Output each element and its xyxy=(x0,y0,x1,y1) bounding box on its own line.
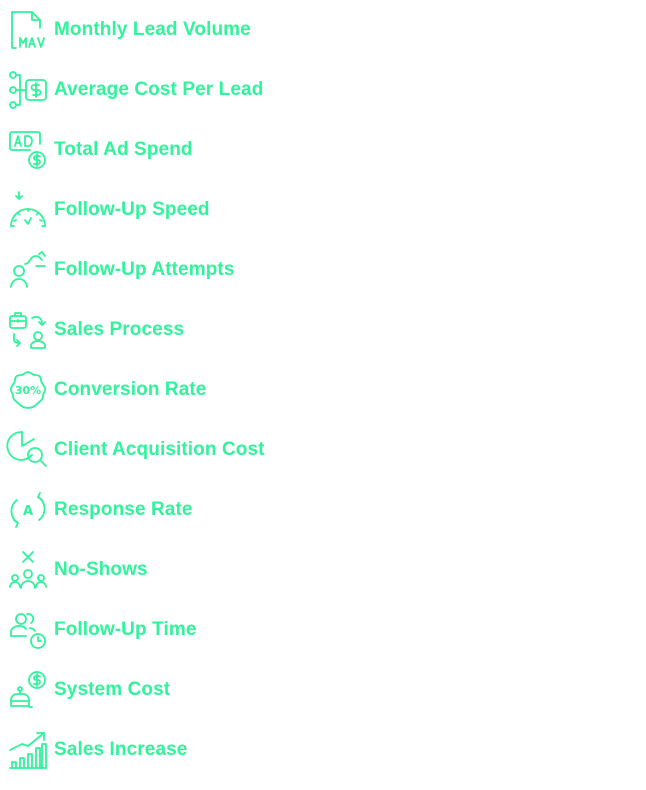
item-label: Sales Process xyxy=(54,319,185,340)
list-item-client-acquisition-cost: Client Acquisition Cost xyxy=(6,430,265,470)
list-item-average-cost-per-lead: Average Cost Per Lead xyxy=(8,70,265,110)
briefcase-person-cycle-icon xyxy=(8,310,48,350)
flow-dollar-icon xyxy=(8,70,48,110)
item-label: Follow-Up Attempts xyxy=(54,259,235,280)
letter-a-cycle-icon: A xyxy=(8,490,48,530)
item-label: Sales Increase xyxy=(54,739,188,760)
group-x-icon xyxy=(8,550,48,590)
pie-chart-magnifier-icon xyxy=(6,430,48,470)
metrics-list: Monthly Lead Volume Average Cost Per Lea… xyxy=(6,10,265,790)
speedometer-icon xyxy=(8,190,48,230)
item-label: Response Rate xyxy=(54,499,193,520)
list-item-no-shows: No-Shows xyxy=(8,550,265,590)
growth-chart-icon xyxy=(8,730,48,770)
list-item-sales-increase: Sales Increase xyxy=(8,730,265,770)
item-label: Average Cost Per Lead xyxy=(54,79,264,100)
item-label: Monthly Lead Volume xyxy=(54,19,251,40)
list-item-system-cost: System Cost xyxy=(8,670,265,710)
list-item-sales-process: Sales Process xyxy=(8,310,265,350)
list-item-follow-up-speed: Follow-Up Speed xyxy=(8,190,265,230)
ad-dollar-icon xyxy=(8,130,48,170)
item-label: Follow-Up Speed xyxy=(54,199,210,220)
icon-percent-text: 30% xyxy=(15,384,41,397)
item-label: System Cost xyxy=(54,679,171,700)
list-item-follow-up-attempts: Follow-Up Attempts xyxy=(8,250,265,290)
list-item-total-ad-spend: Total Ad Spend xyxy=(8,130,265,170)
percent-badge-icon: 30% xyxy=(8,370,48,410)
item-label: Total Ad Spend xyxy=(54,139,193,160)
item-label: Conversion Rate xyxy=(54,379,207,400)
list-item-conversion-rate: 30% Conversion Rate xyxy=(8,370,265,410)
icon-letter-text: A xyxy=(23,504,33,519)
people-clock-icon xyxy=(8,610,48,650)
item-label: No-Shows xyxy=(54,559,148,580)
item-label: Client Acquisition Cost xyxy=(54,439,265,460)
item-label: Follow-Up Time xyxy=(54,619,197,640)
person-curved-arrow-icon xyxy=(8,250,48,290)
list-item-response-rate: A Response Rate xyxy=(8,490,265,530)
robot-dollar-icon xyxy=(8,670,48,710)
document-mav-icon xyxy=(8,10,48,50)
list-item-monthly-lead-volume: Monthly Lead Volume xyxy=(8,10,265,50)
list-item-follow-up-time: Follow-Up Time xyxy=(8,610,265,650)
